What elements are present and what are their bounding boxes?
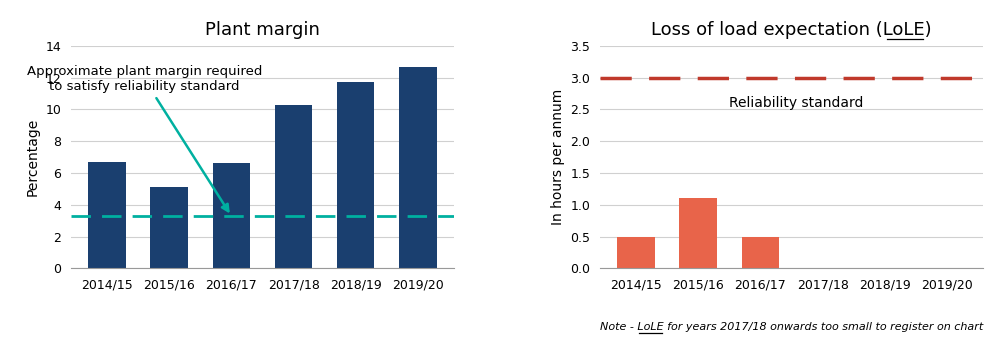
Text: Approximate plant margin required
to satisfy reliability standard: Approximate plant margin required to sat…	[26, 65, 262, 211]
Bar	[275, 105, 312, 268]
Text: Reliability standard: Reliability standard	[728, 96, 863, 109]
Bar	[337, 82, 374, 268]
Title: Loss of load expectation (LoLE): Loss of load expectation (LoLE)	[651, 21, 931, 39]
Title: Plant margin: Plant margin	[205, 21, 320, 39]
Y-axis label: Percentage: Percentage	[26, 118, 39, 196]
Bar	[150, 187, 188, 268]
Bar	[213, 163, 250, 268]
Bar	[88, 162, 125, 268]
Bar	[741, 237, 778, 268]
Text: Note - LoLE for years 2017/18 onwards too small to register on chart: Note - LoLE for years 2017/18 onwards to…	[599, 322, 982, 332]
Bar	[679, 198, 716, 268]
Bar	[399, 66, 436, 268]
Y-axis label: In hours per annum: In hours per annum	[550, 89, 564, 225]
Bar	[617, 237, 654, 268]
